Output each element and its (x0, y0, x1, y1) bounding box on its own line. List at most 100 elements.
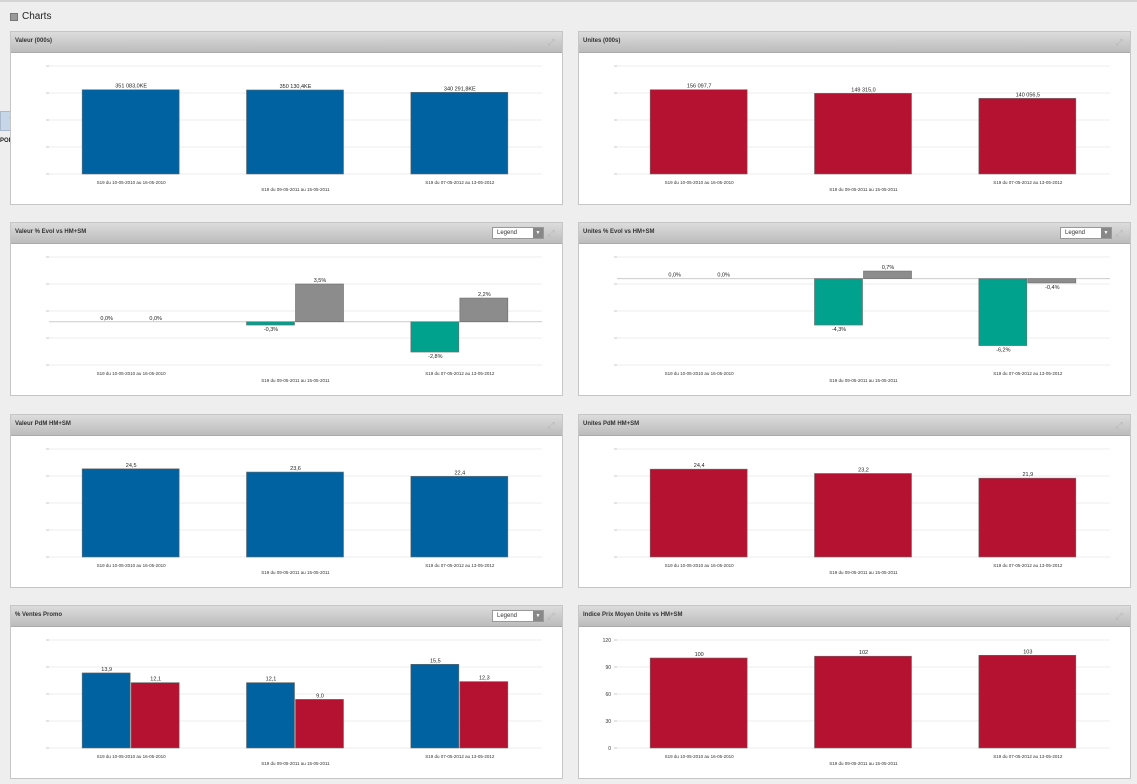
bar[interactable] (410, 321, 460, 353)
category-label: S19 du 09-05-2011 au 15-05-2011 (261, 570, 330, 575)
category-label: S19 du 09-05-2011 au 15-05-2011 (261, 378, 330, 383)
maximize-icon[interactable]: ⤢ (547, 420, 555, 430)
category-label: S19 du 07-05-2012 au 13-05-2012 (993, 754, 1063, 759)
top-border (0, 0, 1137, 2)
bar[interactable] (410, 476, 509, 558)
data-label: -6,2% (996, 348, 1010, 354)
bar[interactable] (246, 471, 344, 558)
maximize-icon[interactable]: ⤢ (1115, 37, 1123, 47)
category-label: S19 du 10-05-2010 au 16-05-2010 (665, 754, 735, 759)
bar[interactable] (978, 477, 1077, 558)
data-label: 102 (859, 650, 868, 656)
bar[interactable] (814, 93, 912, 175)
ytick-label: 0 (608, 746, 611, 752)
data-label: 350 130,4KE (280, 84, 312, 90)
data-label: 351 083,0KE (115, 84, 147, 90)
legend-dropdown[interactable]: Legend ▼ (492, 227, 544, 239)
chevron-down-icon: ▼ (1101, 228, 1111, 238)
bar[interactable] (81, 468, 180, 558)
panel-title: Valeur (000s) (15, 38, 53, 44)
data-label: -0,4% (1045, 285, 1059, 291)
maximize-icon[interactable]: ⤢ (547, 228, 555, 238)
data-label: 140 056,5 (1016, 92, 1040, 98)
category-label: S19 du 09-05-2011 au 15-05-2011 (829, 761, 898, 766)
bar[interactable] (1027, 278, 1077, 284)
bar[interactable] (863, 270, 912, 279)
category-label: S19 du 09-05-2011 au 15-05-2011 (829, 378, 898, 383)
chart-panel-indice-prix: Indice Prix Moyen Unite vs HM+SM ⤢ 0 30 60 90… (578, 605, 1131, 779)
category-label: S19 du 10-05-2010 au 16-05-2010 (97, 371, 167, 376)
bar[interactable] (81, 89, 180, 175)
category-label: S19 du 07-05-2012 au 13-05-2012 (993, 180, 1063, 185)
bar[interactable] (295, 283, 344, 323)
category-label: S19 du 10-05-2010 au 16-05-2010 (665, 563, 735, 568)
legend-dropdown[interactable]: Legend ▼ (492, 610, 544, 622)
chart-panel-ventes-promo: % Ventes Promo Legend ▼ ⤢ 13,9 12,1 S19 du 10-… (10, 605, 563, 779)
data-label: 9,0 (316, 693, 324, 699)
chart-panel-unites: Unites (000s) ⤢ 156 097,7 S19 du 10-05-2010… (578, 31, 1131, 205)
bar[interactable] (978, 654, 1077, 749)
ytick-label: 60 (605, 692, 611, 698)
bar[interactable] (295, 699, 344, 749)
data-label: 12,1 (150, 677, 161, 683)
chart-valeur: 351 083,0KE S19 du 10-05-2010 au 16-05-20… (46, 65, 542, 192)
ytick-label: 90 (605, 665, 611, 671)
bar[interactable] (649, 657, 748, 749)
chart-valeur-evol: 0,0% 0,0% S19 du 10-05-2010 au 16-05-2010 -… (46, 256, 542, 383)
category-label: S19 du 07-05-2012 au 13-05-2012 (425, 563, 495, 568)
data-label: 0,0% (149, 316, 162, 322)
bar[interactable] (246, 89, 344, 175)
bar[interactable] (649, 89, 748, 175)
legend-dropdown-label: Legend (497, 230, 518, 236)
panel-title: Valeur PdM HM+SM (15, 421, 71, 427)
page-header: Charts (0, 8, 1137, 28)
maximize-icon[interactable]: ⤢ (1115, 420, 1123, 430)
bar[interactable] (814, 655, 912, 749)
panel-title: Valeur % Evol vs HM+SM (15, 229, 87, 235)
data-label: -4,3% (832, 327, 846, 333)
data-label: -0,3% (264, 327, 278, 333)
bar[interactable] (246, 321, 295, 326)
data-label: 13,9 (101, 667, 112, 673)
panel-header: Valeur (000s) ⤢ (11, 32, 562, 53)
bar[interactable] (459, 297, 509, 323)
category-label: S19 du 10-05-2010 au 16-05-2010 (665, 180, 735, 185)
ytick-label: 30 (605, 719, 611, 725)
maximize-icon[interactable]: ⤢ (1115, 611, 1123, 621)
maximize-icon[interactable]: ⤢ (547, 611, 555, 621)
data-label: -2,8% (428, 354, 442, 360)
category-label: S19 du 10-05-2010 au 16-05-2010 (97, 563, 167, 568)
bar[interactable] (410, 663, 460, 749)
data-label: 12,3 (479, 676, 490, 682)
bar[interactable] (649, 468, 748, 558)
data-label: 15,5 (430, 658, 441, 664)
data-label: 0,0% (100, 316, 113, 322)
side-export-label: PORT (0, 138, 17, 144)
category-label: S19 du 10-05-2010 au 16-05-2010 (665, 371, 735, 376)
category-label: S19 du 07-05-2012 au 13-05-2012 (425, 371, 495, 376)
maximize-icon[interactable]: ⤢ (547, 37, 555, 47)
bar[interactable] (978, 278, 1028, 346)
bar[interactable] (814, 278, 863, 326)
data-label: 149 315,0 (851, 87, 875, 93)
data-label: 22,4 (454, 470, 465, 476)
page-title: Charts (22, 11, 52, 22)
bar[interactable] (410, 92, 509, 175)
legend-dropdown[interactable]: Legend ▼ (1060, 227, 1112, 239)
data-label: 12,1 (266, 677, 277, 683)
maximize-icon[interactable]: ⤢ (1115, 228, 1123, 238)
bar[interactable] (814, 473, 912, 558)
collapse-icon[interactable] (10, 13, 18, 21)
panel-header: Valeur % Evol vs HM+SM Legend ▼ ⤢ (11, 223, 562, 244)
data-label: 100 (695, 652, 704, 658)
bar[interactable] (978, 98, 1077, 175)
data-label: 0,0% (668, 273, 681, 279)
bar[interactable] (130, 682, 180, 749)
bar[interactable] (81, 672, 131, 749)
bar[interactable] (459, 681, 509, 749)
legend-dropdown-label: Legend (1065, 230, 1086, 236)
bar[interactable] (246, 682, 295, 749)
category-label: S19 du 07-05-2012 au 13-05-2012 (425, 180, 495, 185)
category-label: S19 du 09-05-2011 au 15-05-2011 (261, 761, 330, 766)
category-label: S19 du 09-05-2011 au 15-05-2011 (829, 187, 898, 192)
